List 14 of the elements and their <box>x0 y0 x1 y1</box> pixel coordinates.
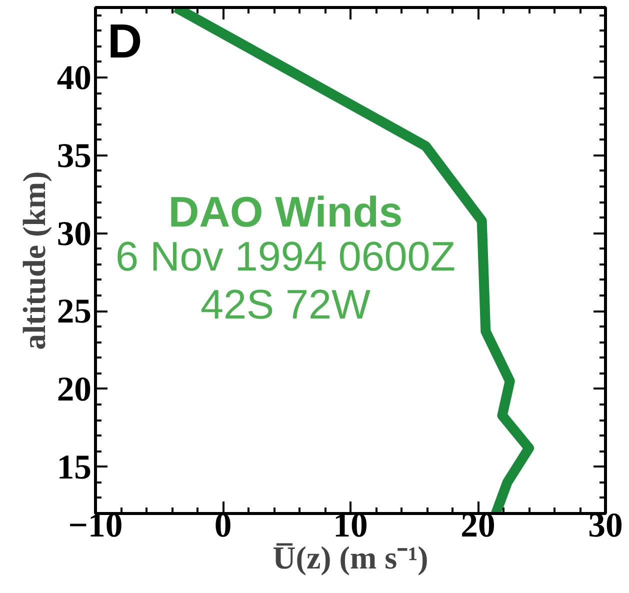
x-tick-label: −10 <box>68 506 123 544</box>
y-tick-label: 25 <box>56 292 92 331</box>
y-axis-title: altitude (km) <box>16 171 52 350</box>
annotation: 42S 72W <box>200 282 371 328</box>
y-tick-label: 15 <box>56 448 92 486</box>
y-tick-label: 40 <box>56 59 92 98</box>
y-tick-label: 20 <box>56 370 92 408</box>
y-tick-label: 35 <box>56 136 92 175</box>
annotation: D <box>108 16 142 68</box>
annotation: 6 Nov 1994 0600Z <box>115 234 456 280</box>
y-tick-label: 30 <box>56 214 92 253</box>
x-tick-label: 0 <box>214 506 232 544</box>
x-tick-label: 30 <box>588 506 623 544</box>
annotation: DAO Winds <box>168 188 403 236</box>
